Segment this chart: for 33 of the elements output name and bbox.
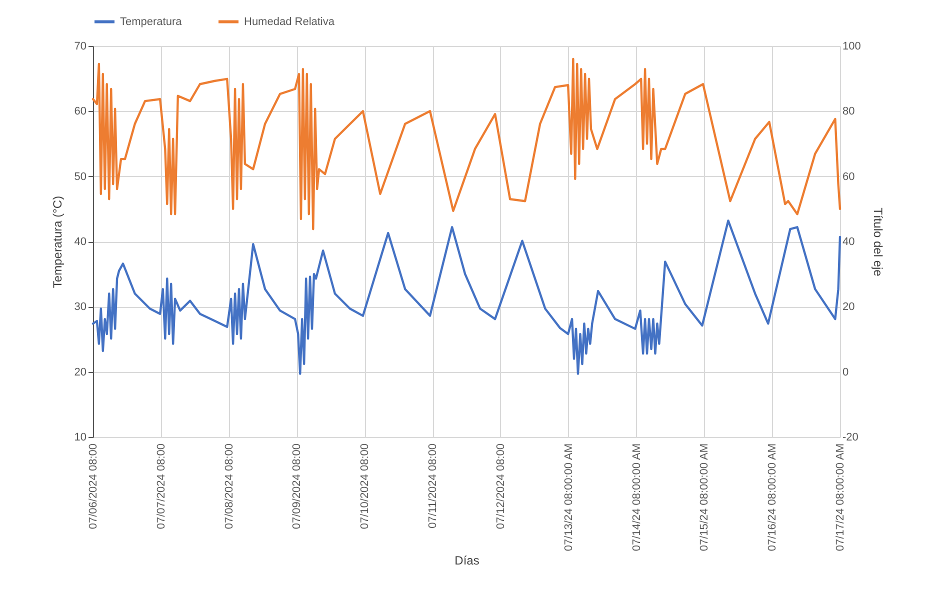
x-axis-title: Días xyxy=(454,554,480,568)
y-tick-label: 30 xyxy=(74,301,86,314)
x-tick-label: 07/14/24 08:00:00 AM xyxy=(630,444,643,552)
y2-tick-label: 80 xyxy=(842,106,855,118)
x-tick-label: 07/12/2024 08:00 xyxy=(494,444,507,530)
y-tick-label: 70 xyxy=(74,40,86,52)
line-series xyxy=(92,58,842,230)
legend-label: Humedad Relativa xyxy=(244,16,336,28)
y2-tick-label: 100 xyxy=(842,40,861,52)
legend-label: Temperatura xyxy=(120,16,183,28)
x-tick-label: 07/10/2024 08:00 xyxy=(359,444,372,530)
y-tick-label: 10 xyxy=(74,432,86,444)
line-series xyxy=(92,220,842,375)
x-tick-label: 07/08/2024 08:00 xyxy=(223,444,236,530)
x-tick-label: 07/15/24 08:00:00 AM xyxy=(698,444,711,552)
y2-axis-title: Título del eje xyxy=(870,208,885,277)
y2-tick-label: 20 xyxy=(842,301,855,314)
y2-tick-label: 0 xyxy=(842,366,849,378)
y-tick-label: 40 xyxy=(74,236,86,248)
y2-tick-label: 60 xyxy=(842,170,855,183)
x-tick-label: 07/13/24 08:00:00 AM xyxy=(562,444,575,552)
x-tick-label: 07/17/24 08:00:00 AM xyxy=(834,444,846,552)
x-tick-label: 07/11/2024 08:00 xyxy=(427,444,440,528)
y-tick-label: 20 xyxy=(74,366,86,378)
y2-tick-label: -20 xyxy=(842,432,858,444)
y-tick-label: 60 xyxy=(74,106,86,118)
x-tick-label: 07/16/24 08:00:00 AM xyxy=(766,444,779,552)
x-tick-label: 07/06/2024 08:00 xyxy=(88,444,100,530)
x-tick-label: 07/09/2024 08:00 xyxy=(291,444,304,530)
y2-tick-label: 40 xyxy=(842,236,855,248)
y-tick-label: 50 xyxy=(74,170,86,183)
x-tick-label: 07/07/2024 08:00 xyxy=(155,444,168,530)
y-axis-title: Temperatura (°C) xyxy=(50,196,64,288)
